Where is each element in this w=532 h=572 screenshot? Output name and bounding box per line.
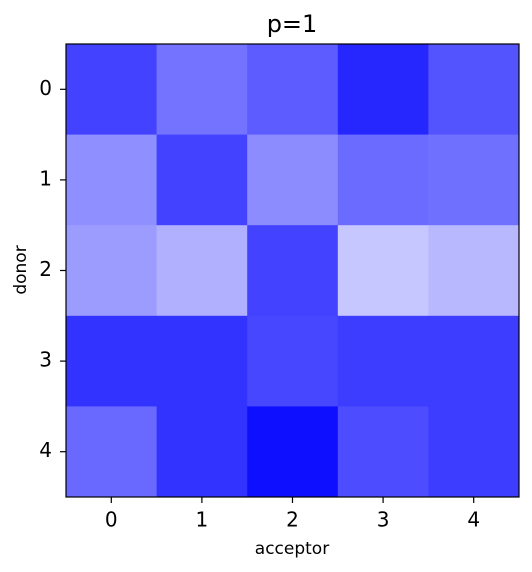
heatmap-cell bbox=[66, 134, 158, 226]
heatmap-cell bbox=[428, 406, 520, 498]
heatmap-cell bbox=[66, 225, 158, 317]
heatmap-cell bbox=[156, 44, 248, 136]
x-tick-label: 0 bbox=[105, 508, 118, 532]
chart-title: p=1 bbox=[267, 10, 318, 38]
x-axis-label: acceptor bbox=[255, 539, 329, 559]
heatmap-cell bbox=[156, 225, 248, 317]
heatmap-cell bbox=[156, 406, 248, 498]
heatmap-cell bbox=[337, 44, 429, 136]
heatmap-cell bbox=[337, 406, 429, 498]
heatmap-cell bbox=[337, 225, 429, 317]
heatmap-cell bbox=[66, 406, 158, 498]
heatmap-cell bbox=[247, 315, 339, 407]
heatmap-cell bbox=[247, 406, 339, 498]
x-tick-label: 2 bbox=[286, 508, 299, 532]
y-axis-label: donor bbox=[11, 245, 31, 294]
heatmap-cell bbox=[337, 134, 429, 226]
y-tick-label: 4 bbox=[39, 438, 52, 462]
heatmap-cell bbox=[428, 315, 520, 407]
heatmap-cell bbox=[247, 134, 339, 226]
heatmap-cell bbox=[337, 315, 429, 407]
heatmap-cell bbox=[247, 225, 339, 317]
y-tick-label: 3 bbox=[39, 348, 52, 372]
heatmap-cell bbox=[247, 44, 339, 136]
heatmap-cell bbox=[156, 134, 248, 226]
x-tick-label: 3 bbox=[377, 508, 390, 532]
x-tick-label: 4 bbox=[467, 508, 480, 532]
heatmap-cell bbox=[428, 225, 520, 317]
y-tick-label: 2 bbox=[39, 257, 52, 281]
heatmap-cell bbox=[66, 44, 158, 136]
heatmap-cell bbox=[66, 315, 158, 407]
x-tick-label: 1 bbox=[196, 508, 209, 532]
y-tick-label: 0 bbox=[39, 76, 52, 100]
heatmap-cell bbox=[428, 134, 520, 226]
heatmap-cell bbox=[156, 315, 248, 407]
y-tick-label: 1 bbox=[39, 166, 52, 190]
heatmap-cell bbox=[428, 44, 520, 136]
